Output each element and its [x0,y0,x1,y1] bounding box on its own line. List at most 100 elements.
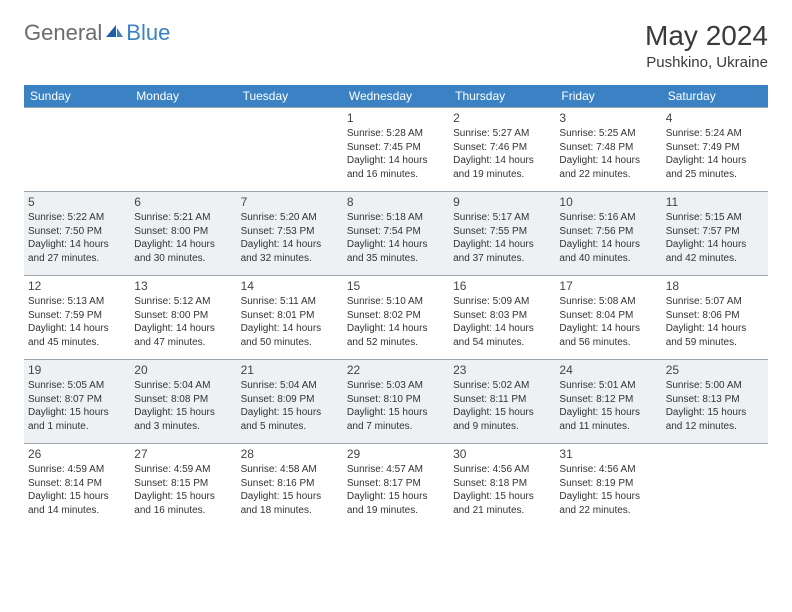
sunrise-text: Sunrise: 4:56 AM [559,463,657,477]
sunset-text: Sunset: 7:50 PM [28,225,126,239]
calendar-week-row: 26Sunrise: 4:59 AMSunset: 8:14 PMDayligh… [24,444,768,528]
day-info: Sunrise: 4:58 AMSunset: 8:16 PMDaylight:… [241,463,339,517]
sunset-text: Sunset: 8:08 PM [134,393,232,407]
calendar-day-cell: 30Sunrise: 4:56 AMSunset: 8:18 PMDayligh… [449,444,555,528]
daylight-text: Daylight: 15 hours and 18 minutes. [241,490,339,517]
calendar-day-cell: 26Sunrise: 4:59 AMSunset: 8:14 PMDayligh… [24,444,130,528]
sunrise-text: Sunrise: 5:04 AM [134,379,232,393]
calendar-day-cell: 6Sunrise: 5:21 AMSunset: 8:00 PMDaylight… [130,192,236,276]
day-info: Sunrise: 5:13 AMSunset: 7:59 PMDaylight:… [28,295,126,349]
sunrise-text: Sunrise: 5:18 AM [347,211,445,225]
day-number: 17 [559,279,657,293]
day-number: 23 [453,363,551,377]
calendar-day-cell: 2 Sunrise: 5:27 AMSunset: 7:46 PMDaylight… [449,108,555,192]
calendar-day-cell: 5 Sunrise: 5:22 AMSunset: 7:50 PMDaylight… [24,192,130,276]
calendar-day-cell: 27Sunrise: 4:59 AMSunset: 8:15 PMDayligh… [130,444,236,528]
day-number: 24 [559,363,657,377]
sunset-text: Sunset: 8:16 PM [241,477,339,491]
sunset-text: Sunset: 8:00 PM [134,225,232,239]
day-info: Sunrise: 5:22 AMSunset: 7:50 PMDaylight:… [28,211,126,265]
day-info: Sunrise: 5:15 AMSunset: 7:57 PMDaylight:… [666,211,764,265]
day-number: 9 [453,195,551,209]
sunset-text: Sunset: 8:01 PM [241,309,339,323]
day-number: 29 [347,447,445,461]
calendar-day-cell: 29Sunrise: 4:57 AMSunset: 8:17 PMDayligh… [343,444,449,528]
sunrise-text: Sunrise: 5:15 AM [666,211,764,225]
day-header: Monday [130,85,236,108]
sunset-text: Sunset: 8:11 PM [453,393,551,407]
calendar-day-cell: 19Sunrise: 5:05 AMSunset: 8:07 PMDayligh… [24,360,130,444]
daylight-text: Daylight: 15 hours and 21 minutes. [453,490,551,517]
daylight-text: Daylight: 14 hours and 47 minutes. [134,322,232,349]
sunset-text: Sunset: 7:53 PM [241,225,339,239]
sunrise-text: Sunrise: 5:21 AM [134,211,232,225]
calendar-day-cell [130,108,236,192]
logo-text-blue: Blue [126,20,170,46]
calendar-day-cell: 11Sunrise: 5:15 AMSunset: 7:57 PMDayligh… [662,192,768,276]
day-info: Sunrise: 5:01 AMSunset: 8:12 PMDaylight:… [559,379,657,433]
calendar-day-cell: 13Sunrise: 5:12 AMSunset: 8:00 PMDayligh… [130,276,236,360]
daylight-text: Daylight: 15 hours and 9 minutes. [453,406,551,433]
day-info: Sunrise: 5:04 AMSunset: 8:09 PMDaylight:… [241,379,339,433]
daylight-text: Daylight: 14 hours and 40 minutes. [559,238,657,265]
day-number: 7 [241,195,339,209]
calendar-day-cell: 21 Sunrise: 5:04 AMSunset: 8:09 PMDayligh… [237,360,343,444]
day-number: 20 [134,363,232,377]
day-number: 13 [134,279,232,293]
daylight-text: Daylight: 14 hours and 56 minutes. [559,322,657,349]
title-block: May 2024 Pushkino, Ukraine [645,20,768,71]
day-info: Sunrise: 5:04 AMSunset: 8:08 PMDaylight:… [134,379,232,433]
sunset-text: Sunset: 8:03 PM [453,309,551,323]
day-number: 8 [347,195,445,209]
daylight-text: Daylight: 15 hours and 16 minutes. [134,490,232,517]
sunset-text: Sunset: 7:55 PM [453,225,551,239]
sunrise-text: Sunrise: 5:02 AM [453,379,551,393]
sunset-text: Sunset: 7:54 PM [347,225,445,239]
daylight-text: Daylight: 14 hours and 45 minutes. [28,322,126,349]
day-number: 5 [28,195,126,209]
day-info: Sunrise: 4:59 AMSunset: 8:14 PMDaylight:… [28,463,126,517]
sunrise-text: Sunrise: 4:59 AM [28,463,126,477]
day-number: 2 [453,111,551,125]
day-info: Sunrise: 5:27 AMSunset: 7:46 PMDaylight:… [453,127,551,181]
calendar-day-cell: 24 Sunrise: 5:01 AMSunset: 8:12 PMDayligh… [555,360,661,444]
sunset-text: Sunset: 7:45 PM [347,141,445,155]
calendar-table: Sunday Monday Tuesday Wednesday Thursday… [24,85,768,528]
day-info: Sunrise: 5:00 AMSunset: 8:13 PMDaylight:… [666,379,764,433]
daylight-text: Daylight: 14 hours and 52 minutes. [347,322,445,349]
calendar-week-row: 12Sunrise: 5:13 AMSunset: 7:59 PMDayligh… [24,276,768,360]
daylight-text: Daylight: 14 hours and 54 minutes. [453,322,551,349]
sunrise-text: Sunrise: 5:08 AM [559,295,657,309]
sunrise-text: Sunrise: 5:13 AM [28,295,126,309]
daylight-text: Daylight: 15 hours and 14 minutes. [28,490,126,517]
sunset-text: Sunset: 7:57 PM [666,225,764,239]
sunset-text: Sunset: 7:56 PM [559,225,657,239]
day-number: 28 [241,447,339,461]
calendar-day-cell: 28 Sunrise: 4:58 AMSunset: 8:16 PMDayligh… [237,444,343,528]
logo: General Blue [24,20,170,46]
sunset-text: Sunset: 8:04 PM [559,309,657,323]
daylight-text: Daylight: 14 hours and 16 minutes. [347,154,445,181]
calendar-day-cell [24,108,130,192]
sunset-text: Sunset: 8:02 PM [347,309,445,323]
day-header: Friday [555,85,661,108]
sunrise-text: Sunrise: 5:17 AM [453,211,551,225]
sunrise-text: Sunrise: 4:56 AM [453,463,551,477]
sunrise-text: Sunrise: 5:07 AM [666,295,764,309]
sunrise-text: Sunrise: 5:11 AM [241,295,339,309]
sunset-text: Sunset: 7:48 PM [559,141,657,155]
day-info: Sunrise: 5:08 AMSunset: 8:04 PMDaylight:… [559,295,657,349]
daylight-text: Daylight: 14 hours and 32 minutes. [241,238,339,265]
sunrise-text: Sunrise: 4:59 AM [134,463,232,477]
daylight-text: Daylight: 14 hours and 30 minutes. [134,238,232,265]
daylight-text: Daylight: 14 hours and 35 minutes. [347,238,445,265]
header: General Blue May 2024 Pushkino, Ukraine [24,20,768,71]
calendar-day-cell: 22Sunrise: 5:03 AMSunset: 8:10 PMDayligh… [343,360,449,444]
calendar-day-cell: 18Sunrise: 5:07 AMSunset: 8:06 PMDayligh… [662,276,768,360]
day-info: Sunrise: 5:18 AMSunset: 7:54 PMDaylight:… [347,211,445,265]
sunrise-text: Sunrise: 5:03 AM [347,379,445,393]
day-header: Thursday [449,85,555,108]
calendar-day-cell: 25Sunrise: 5:00 AMSunset: 8:13 PMDayligh… [662,360,768,444]
day-number: 21 [241,363,339,377]
daylight-text: Daylight: 15 hours and 19 minutes. [347,490,445,517]
